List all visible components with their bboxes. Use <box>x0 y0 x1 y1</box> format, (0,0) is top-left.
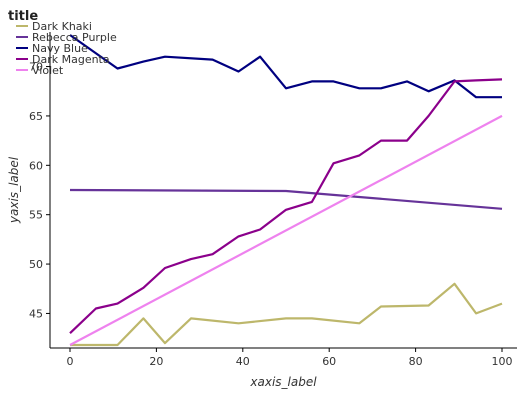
series-layer <box>69 34 503 347</box>
legend-label: Navy Blue <box>32 42 88 55</box>
x-tick-label: 100 <box>492 355 513 368</box>
series-line-violet <box>69 114 503 346</box>
series-line-dark-magenta <box>69 78 503 334</box>
series-line-rebecca-purple <box>69 188 503 210</box>
x-tick-label: 60 <box>322 355 336 368</box>
x-tick-label: 0 <box>67 355 74 368</box>
y-tick-label: 50 <box>29 258 43 271</box>
y-tick-label: 60 <box>29 159 43 172</box>
chart-title: title <box>8 9 38 24</box>
legend-label: Rebecca Purple <box>32 31 117 44</box>
series-line-navy-blue <box>69 34 502 99</box>
x-ticks: 0 20 40 60 80 100 <box>67 348 513 368</box>
x-tick-label: 80 <box>409 355 423 368</box>
y-ticks: 45 50 55 60 65 70 <box>29 61 50 320</box>
y-tick-label: 45 <box>29 307 43 320</box>
y-tick-label: 65 <box>29 110 43 123</box>
legend-label: Dark Magenta <box>32 53 110 66</box>
legend-label: Dark Khaki <box>32 20 92 33</box>
y-tick-label: 55 <box>29 209 43 222</box>
x-tick-label: 40 <box>236 355 250 368</box>
x-tick-label: 20 <box>149 355 163 368</box>
series-line-dark-khaki <box>70 282 503 347</box>
legend-label: Violet <box>32 64 64 77</box>
axes <box>49 32 517 349</box>
x-axis-title: xaxis_label <box>249 375 317 389</box>
y-tick-label: 70 <box>29 61 43 74</box>
y-axis-title: yaxis_label <box>7 156 21 224</box>
